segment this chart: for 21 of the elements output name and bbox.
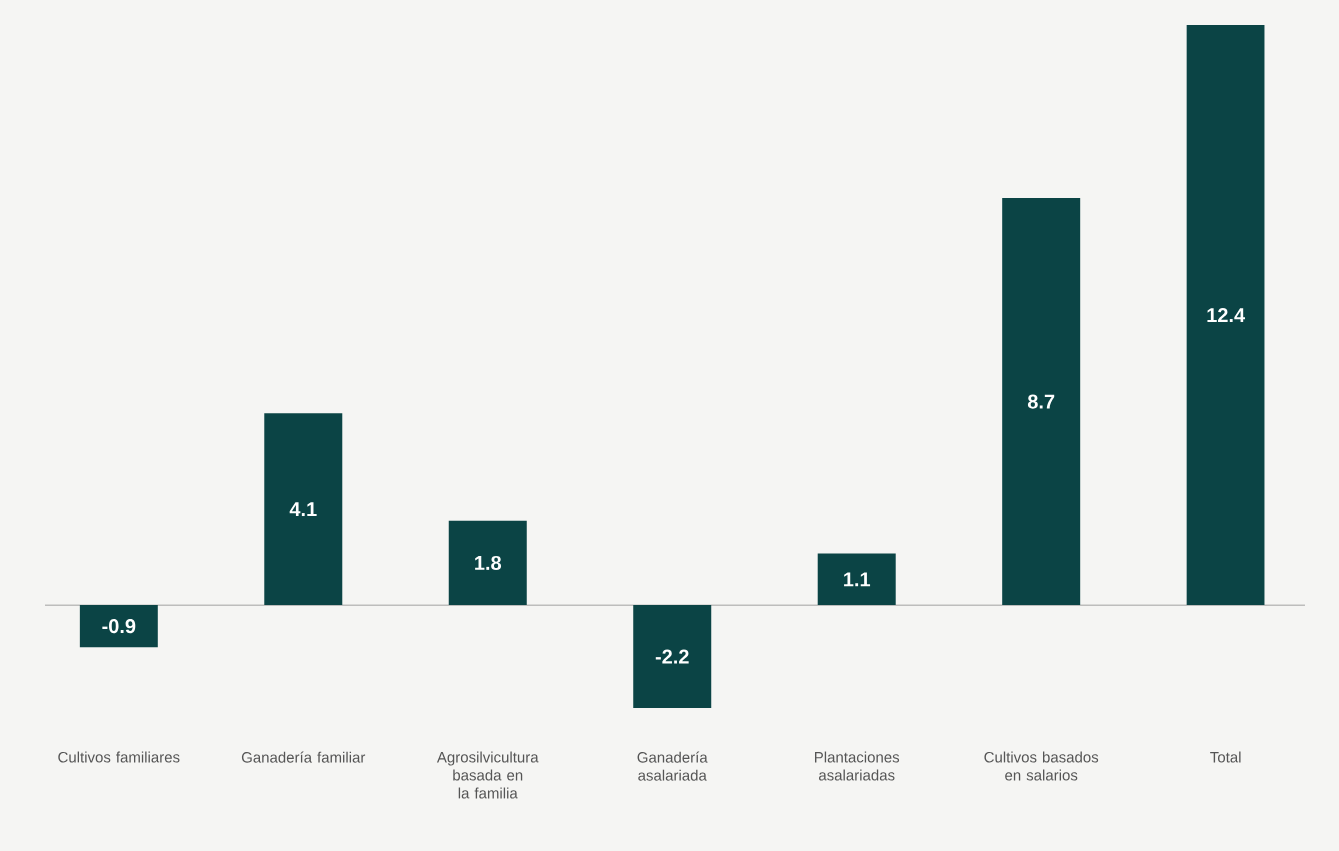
data-label: 1.1: [844, 572, 871, 587]
x-tick-label: Cultivos familiares: [58, 751, 180, 763]
data-label: -0.9: [102, 619, 136, 634]
bar: [264, 413, 343, 606]
bar: [1186, 24, 1265, 606]
bar: [448, 520, 527, 606]
x-tick-label: Plantaciones asalariadas: [814, 751, 900, 781]
x-tick-label: Cultivos basados en salarios: [984, 751, 1099, 781]
bar: [1002, 198, 1081, 606]
x-tick-label: Ganadería asalariada: [637, 751, 708, 781]
data-label: -2.2: [655, 649, 689, 664]
data-label: 8.7: [1027, 394, 1055, 409]
bar: [817, 553, 896, 606]
x-tick-label: Ganadería familiar: [241, 751, 366, 763]
x-tick-label: Agrosilvicultura basada en la familia: [436, 751, 539, 799]
x-tick-label: Total: [1210, 751, 1241, 763]
data-label: 4.1: [289, 502, 317, 517]
bar: [79, 605, 158, 648]
data-label: 12.4: [1207, 308, 1246, 323]
data-label: 1.8: [475, 555, 502, 571]
bar: [633, 605, 712, 708]
